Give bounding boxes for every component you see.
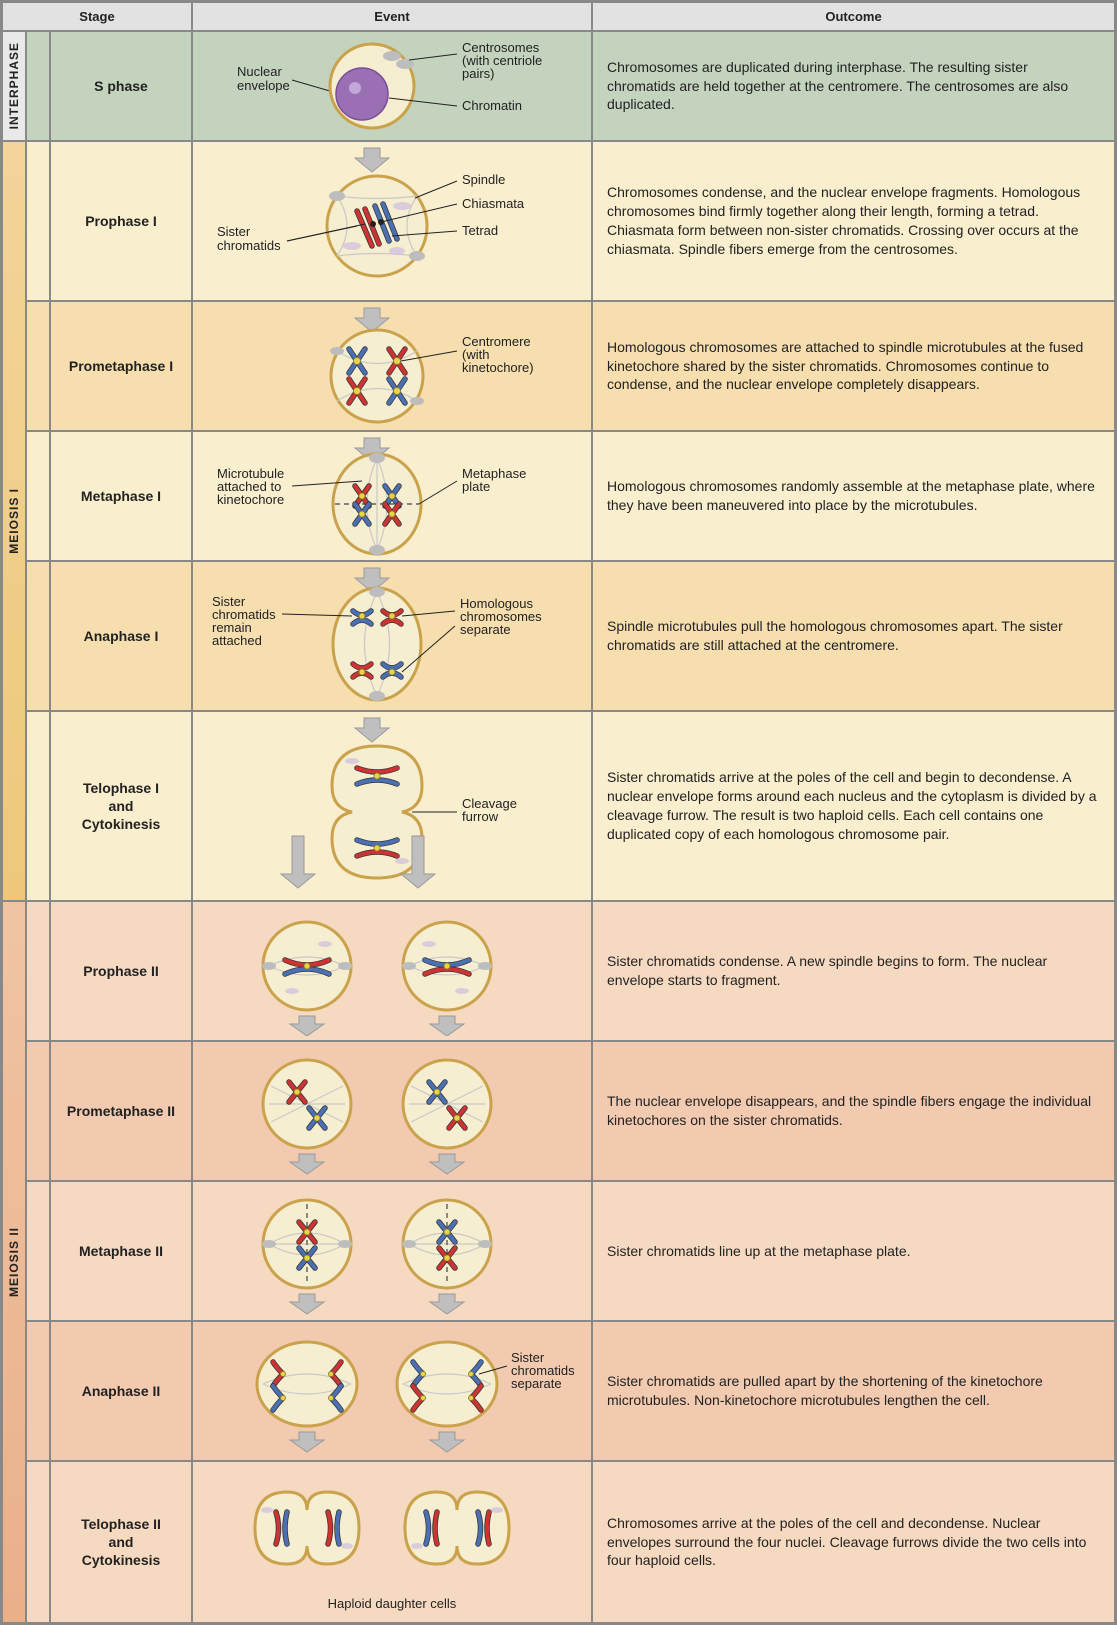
stage-telophase2-text: Telophase IIandCytokinesis (81, 1515, 161, 1570)
outcome-anaphase2: Sister chromatids are pulled apart by th… (593, 1322, 1114, 1460)
header-outcome: Outcome (593, 3, 1114, 30)
rows-column: S phase Nuclearenvelope Centrosomes(with… (51, 32, 1114, 1622)
event-prophase1: Sisterchromatids Spindle Chiasmata Tetra… (193, 142, 593, 300)
outcome-prometaphase2: The nuclear envelope disappears, and the… (593, 1042, 1114, 1180)
header-event: Event (193, 3, 593, 30)
stage-prometaphase1: Prometaphase I (51, 302, 193, 430)
row-anaphase2: Anaphase II (51, 1322, 1114, 1462)
stage-metaphase1: Metaphase I (51, 432, 193, 560)
row-metaphase1: Metaphase I Microtubuleattached tokineto… (51, 432, 1114, 562)
stage-telophase2: Telophase IIandCytokinesis (51, 1462, 193, 1622)
lbl-spindle: Spindle (462, 172, 505, 187)
event-prometaphase2 (193, 1042, 593, 1180)
outcome-metaphase2: Sister chromatids line up at the metapha… (593, 1182, 1114, 1320)
lbl-cleavage: Cleavagefurrow (462, 796, 517, 824)
stage-prophase1: Prophase I (51, 142, 193, 300)
header-row: Stage Event Outcome (3, 3, 1114, 32)
event-prometaphase1: Centromere(withkinetochore) (193, 302, 593, 430)
lbl-microtubule: Microtubuleattached tokinetochore (217, 466, 284, 507)
lbl-homologous: Homologouschromosomesseparate (460, 596, 542, 637)
sphase-diagram: Nuclearenvelope Centrosomes(with centrio… (197, 36, 587, 136)
event-telophase1: Cleavagefurrow (193, 712, 593, 900)
lbl-chromatin: Chromatin (462, 98, 522, 113)
lbl-tetrad: Tetrad (462, 223, 498, 238)
strip-meiosis1: MEIOSIS I (7, 488, 21, 554)
lbl-chiasmata: Chiasmata (462, 196, 525, 211)
lbl-sister: Sisterchromatids (217, 224, 281, 253)
row-telophase2: Telophase IIandCytokinesis (51, 1462, 1114, 1622)
stage-anaphase2: Anaphase II (51, 1322, 193, 1460)
row-prophase2: Prophase II (51, 902, 1114, 1042)
header-stage: Stage (3, 3, 193, 30)
lbl-centrosomes: Centrosomes(with centriolepairs) (462, 40, 542, 81)
outcome-anaphase1: Spindle microtubules pull the homologous… (593, 562, 1114, 710)
row-prometaphase1: Prometaphase I Centromere(withkinetoch (51, 302, 1114, 432)
strip-interphase: INTERPHASE (7, 42, 21, 129)
stage-telophase1-text: Telophase IandCytokinesis (82, 779, 161, 834)
event-metaphase2 (193, 1182, 593, 1320)
row-telophase1: Telophase IandCytokinesis (51, 712, 1114, 902)
lbl-sister-sep: Sisterchromatidsseparate (511, 1350, 575, 1391)
event-metaphase1: Microtubuleattached tokinetochore Metaph… (193, 432, 593, 560)
row-prophase1: Prophase I Sisterchromati (51, 142, 1114, 302)
outcome-telophase2: Chromosomes arrive at the poles of the c… (593, 1462, 1114, 1622)
event-anaphase2: Sisterchromatidsseparate (193, 1322, 593, 1460)
stage-metaphase2: Metaphase II (51, 1182, 193, 1320)
lbl-nuclear-env: Nuclearenvelope (237, 64, 290, 93)
row-prometaphase2: Prometaphase II (51, 1042, 1114, 1182)
event-telophase2: Haploid daughter cells (193, 1462, 593, 1622)
row-anaphase1: Anaphase I Sisterchromatidsremainattache… (51, 562, 1114, 712)
row-sphase: S phase Nuclearenvelope Centrosomes(with… (51, 32, 1114, 142)
outcome-metaphase1: Homologous chromosomes randomly assemble… (593, 432, 1114, 560)
stage-sphase: S phase (51, 32, 193, 140)
stage-prometaphase2: Prometaphase II (51, 1042, 193, 1180)
meiosis-table: Stage Event Outcome INTERPHASE MEIOSIS I… (0, 0, 1117, 1625)
strip-meiosis2: MEIOSIS II (7, 1227, 21, 1297)
body: INTERPHASE MEIOSIS I MEIOSIS II (3, 32, 1114, 1622)
event-prophase2 (193, 902, 593, 1040)
stage-telophase1: Telophase IandCytokinesis (51, 712, 193, 900)
haploid-caption: Haploid daughter cells (328, 1596, 457, 1611)
phase-strips: INTERPHASE MEIOSIS I MEIOSIS II (3, 32, 51, 1622)
outcome-prophase2: Sister chromatids condense. A new spindl… (593, 902, 1114, 1040)
row-metaphase2: Metaphase II (51, 1182, 1114, 1322)
lbl-centromere: Centromere(withkinetochore) (462, 334, 534, 375)
stage-prophase2: Prophase II (51, 902, 193, 1040)
event-anaphase1: Sisterchromatidsremainattached Homologou… (193, 562, 593, 710)
lbl-plate: Metaphaseplate (462, 466, 526, 494)
outcome-prophase1: Chromosomes condense, and the nuclear en… (593, 142, 1114, 300)
lbl-sister-attached: Sisterchromatidsremainattached (212, 594, 276, 648)
outcome-prometaphase1: Homologous chromosomes are attached to s… (593, 302, 1114, 430)
event-sphase: Nuclearenvelope Centrosomes(with centrio… (193, 32, 593, 140)
outcome-telophase1: Sister chromatids arrive at the poles of… (593, 712, 1114, 900)
stage-anaphase1: Anaphase I (51, 562, 193, 710)
outcome-sphase: Chromosomes are duplicated during interp… (593, 32, 1114, 140)
